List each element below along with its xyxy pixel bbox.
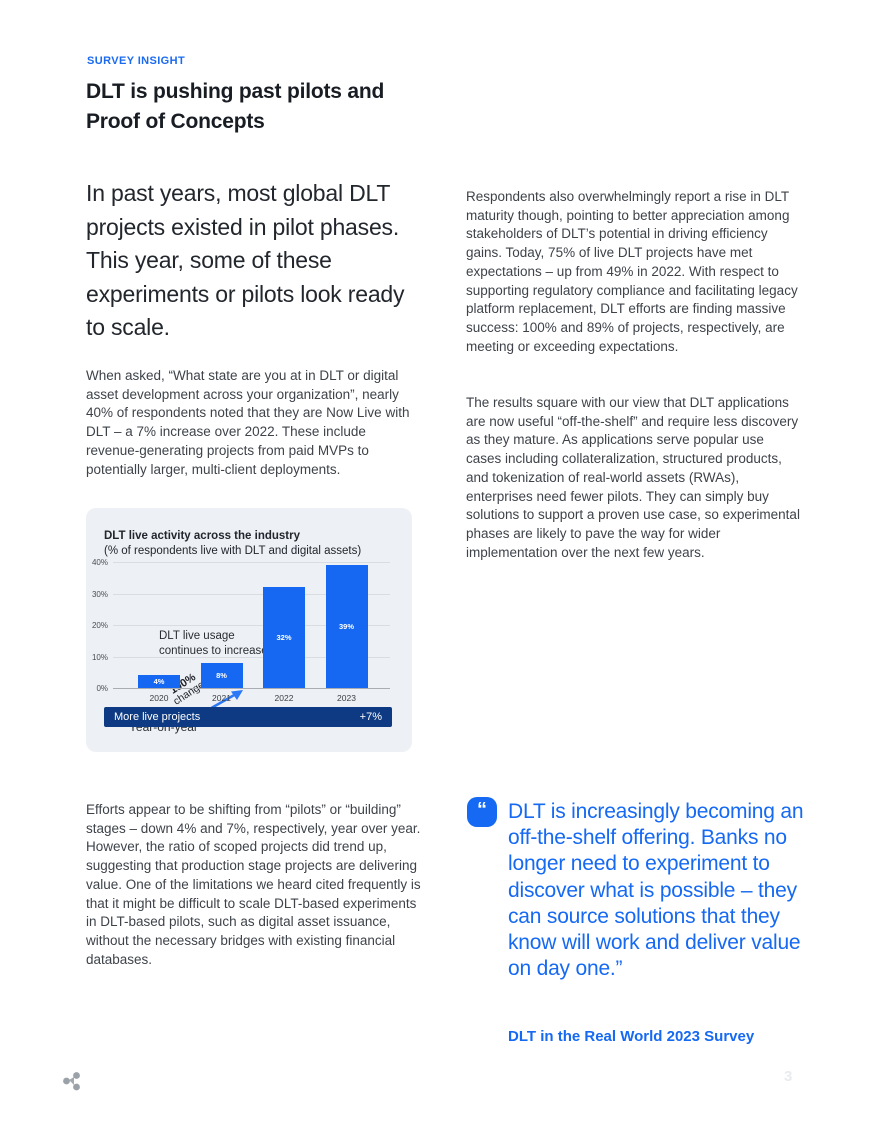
y-axis-tick: 40% [91, 558, 108, 567]
gridline [113, 593, 390, 595]
banner-left-label: More live projects [114, 711, 201, 723]
x-axis-tick: 2021 [212, 693, 231, 703]
bar-2021: 8% [200, 662, 243, 688]
chart-subtitle: (% of respondents live with DLT and digi… [104, 545, 362, 557]
bar-2020: 4% [138, 675, 180, 688]
chart-annotation: DLT live usage continues to increase [159, 630, 268, 657]
ripple-logo-icon [61, 1071, 85, 1093]
left-paragraph-2: Efforts appear to be shifting from “pilo… [86, 802, 421, 967]
gridline [113, 562, 390, 563]
bar-value-label: 39% [338, 621, 354, 631]
bar-2023: 39% [325, 565, 368, 688]
x-axis-tick: 2022 [274, 693, 294, 703]
y-axis-tick: 0% [96, 684, 108, 693]
chart-card: DLT live activity across the industry (%… [86, 508, 412, 752]
right-paragraph-2: The results square with our view that DL… [466, 395, 800, 560]
page-title: DLT is pushing past pilots and Proof of … [86, 80, 385, 133]
y-axis-tick: 20% [91, 621, 108, 630]
banner-right-value: +7% [359, 711, 382, 723]
bar-value-label: 8% [216, 670, 227, 680]
page-number: 3 [784, 1068, 793, 1085]
y-axis-tick: 10% [91, 652, 108, 662]
x-axis-tick: 2023 [337, 693, 356, 703]
eyebrow-label: SURVEY INSIGHT [87, 55, 186, 67]
quote-attribution: DLT in the Real World 2023 Survey [508, 1028, 755, 1045]
gridline [113, 656, 390, 658]
gridline [113, 625, 390, 626]
intro-statement: In past years, most global DLT projects … [86, 180, 405, 341]
bar-value-label: 32% [276, 632, 292, 642]
quote-mark-icon: “ [467, 797, 497, 827]
bar-value-label: 4% [153, 676, 165, 686]
right-paragraph-1: Respondents also overwhelmingly report a… [466, 189, 798, 354]
pull-quote: DLT is increasingly becoming an off-the-… [508, 800, 804, 981]
bar-2022: 32% [263, 587, 305, 688]
gridline [113, 688, 390, 689]
chart-banner: More live projects +7% [104, 707, 392, 727]
chart-plot: DLT live usage continues to increase 100… [92, 558, 390, 734]
x-axis-tick: 2020 [149, 693, 169, 703]
left-paragraph-1: When asked, “What state are you at in DL… [86, 368, 410, 477]
chart-title: DLT live activity across the industry [104, 530, 300, 542]
y-axis-tick: 30% [91, 589, 108, 599]
